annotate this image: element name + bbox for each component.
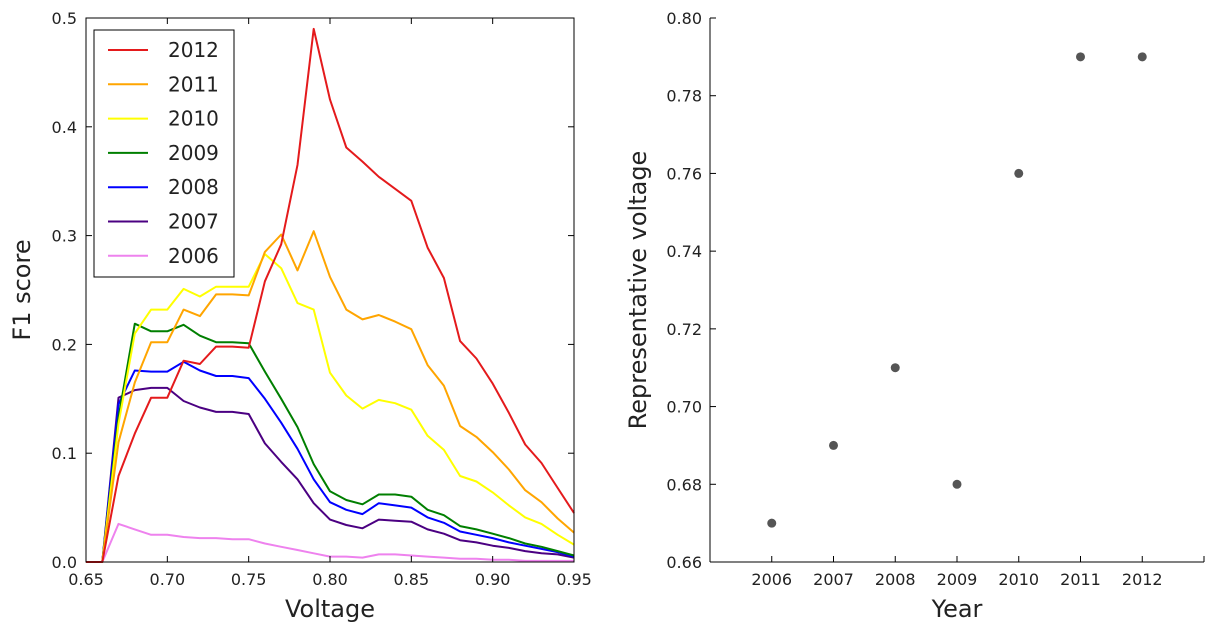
legend-label-2008: 2008	[168, 175, 219, 199]
line-series-2009	[86, 322, 575, 563]
right-y-tick-label: 0.70	[666, 398, 702, 417]
scatter-point-2006	[767, 518, 777, 528]
line-series-2010	[86, 253, 575, 563]
left-y-tick-label: 0.4	[52, 118, 77, 137]
line-series-2008	[86, 360, 575, 563]
scatter-point-2008	[890, 363, 900, 373]
left-x-tick-label: 0.70	[150, 570, 186, 589]
right-x-ticks: 2006 2007 2008 2009 2010 2011 2012	[751, 556, 1205, 589]
scatter-point-2012	[1137, 52, 1147, 62]
line-series-2007	[86, 386, 575, 563]
scatter-point-2011	[1076, 52, 1085, 62]
legend-label-2010: 2010	[168, 107, 219, 131]
left-y-tick-label: 0.1	[52, 444, 77, 463]
line-series-group	[86, 27, 575, 563]
left-x-tick-label: 0.85	[394, 570, 430, 589]
legend: 2012 2011 2010 2009 2008 2007 2006	[93, 29, 235, 278]
right-x-axis-title: Year	[931, 595, 983, 623]
right-y-axis-title: Representative voltage	[624, 151, 652, 430]
left-x-ticks: 0.65 0.70 0.75 0.80 0.85 0.90 0.95	[68, 18, 592, 589]
right-x-tick-label: 2007	[813, 570, 854, 589]
legend-label-2011: 2011	[168, 72, 219, 96]
left-y-ticks: 0.0 0.1 0.2 0.3 0.4 0.5	[52, 9, 574, 572]
line-series-2011	[86, 230, 575, 563]
left-x-tick-label: 0.80	[312, 570, 348, 589]
right-y-tick-label: 0.74	[666, 242, 702, 261]
legend-label-2012: 2012	[168, 38, 219, 62]
left-x-tick-label: 0.65	[68, 570, 104, 589]
right-y-tick-label: 0.68	[666, 475, 702, 494]
right-y-tick-label: 0.72	[666, 320, 702, 339]
right-y-tick-label: 0.78	[666, 87, 702, 106]
left-y-axis-title: F1 score	[8, 239, 36, 340]
left-x-tick-label: 0.75	[231, 570, 267, 589]
right-x-tick-label: 2006	[751, 570, 792, 589]
left-x-axis-title: Voltage	[285, 595, 375, 623]
left-y-tick-label: 0.5	[52, 9, 77, 28]
right-x-tick-label: 2012	[1122, 570, 1163, 589]
line-series-2012	[86, 27, 575, 563]
right-y-tick-label: 0.66	[666, 553, 702, 572]
right-x-tick-label: 2010	[998, 570, 1039, 589]
right-y-ticks: 0.66 0.68 0.70 0.72 0.74 0.76 0.78 0.80	[666, 9, 716, 572]
legend-items: 2012 2011 2010 2009 2008 2007 2006	[108, 38, 219, 268]
left-y-tick-label: 0.2	[52, 335, 77, 354]
right-y-tick-label: 0.80	[666, 9, 702, 28]
scatter-point-2009	[952, 479, 962, 489]
legend-label-2007: 2007	[168, 210, 219, 234]
right-x-tick-label: 2011	[1060, 570, 1101, 589]
f1-score-line-chart: 0.65 0.70 0.75 0.80 0.85 0.90 0.95 0.00.10.20.…	[8, 9, 592, 623]
left-y-tick-label: 0.0	[52, 553, 77, 572]
legend-label-2006: 2006	[168, 244, 219, 268]
right-y-tick-label: 0.76	[666, 164, 702, 183]
right-x-tick-label: 2008	[875, 570, 916, 589]
right-x-tick-label: 2009	[937, 570, 978, 589]
scatter-point-2010	[1014, 168, 1024, 178]
left-x-tick-label: 0.90	[475, 570, 511, 589]
left-y-tick-label: 0.3	[52, 227, 77, 246]
scatter-point-2007	[829, 440, 838, 450]
legend-label-2009: 2009	[168, 141, 219, 165]
left-x-tick-label: 0.95	[556, 570, 592, 589]
scatter-points-group	[767, 52, 1147, 528]
representative-voltage-scatter-chart: 0.660.680.700.720.740.760.780.80 2006 200…	[624, 9, 1205, 623]
